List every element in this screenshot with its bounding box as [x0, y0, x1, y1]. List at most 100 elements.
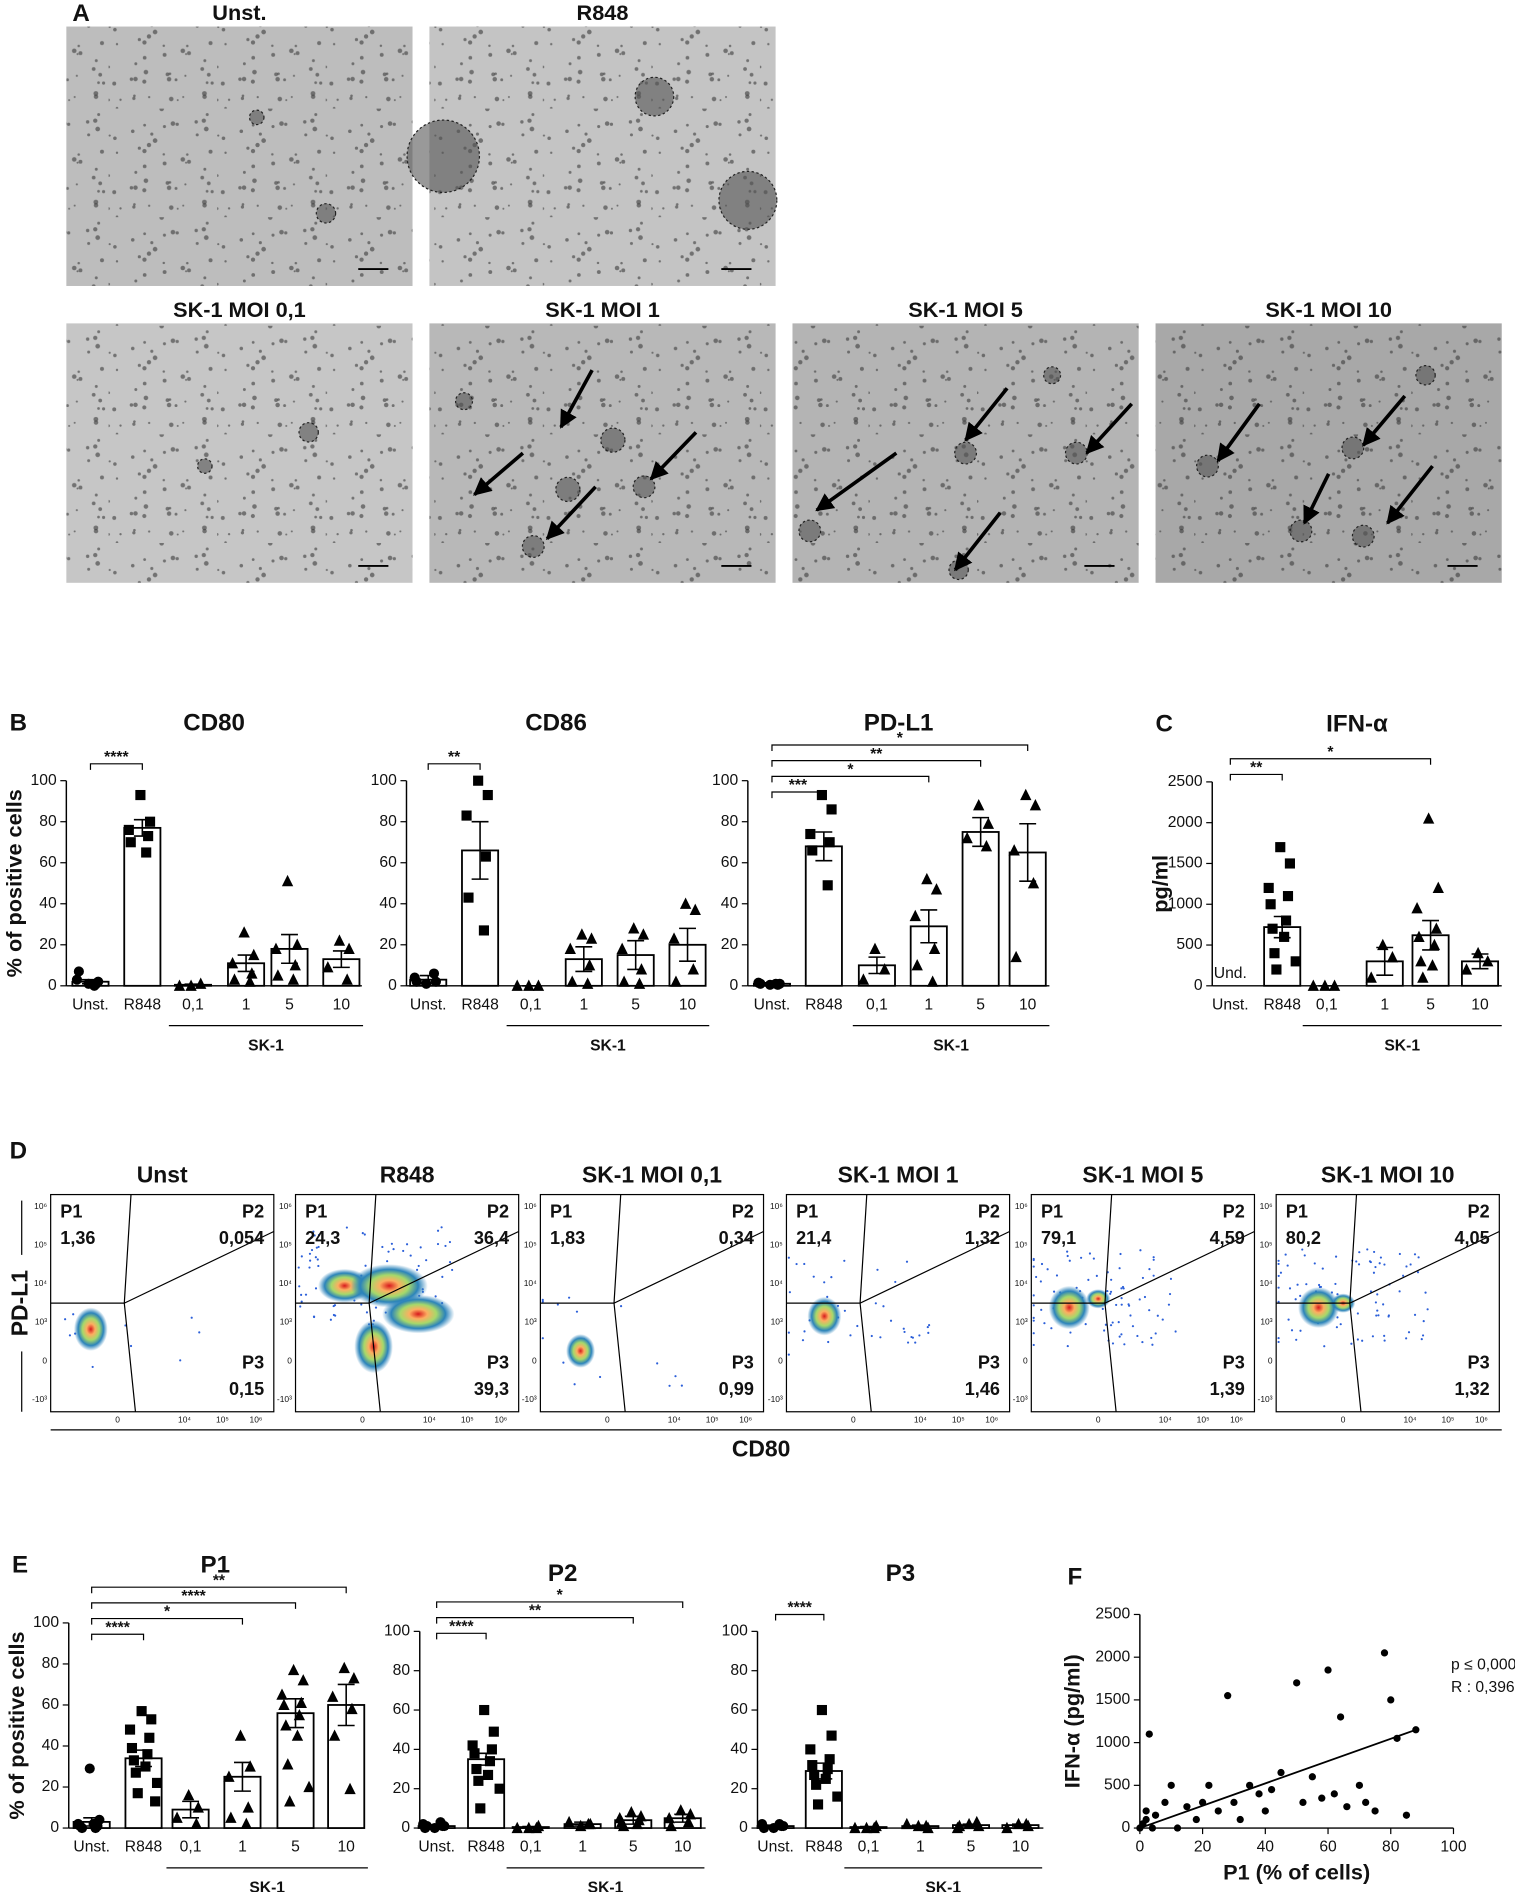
- event-dot: [541, 1300, 544, 1303]
- event-dot: [316, 1258, 319, 1261]
- data-point: [141, 847, 152, 858]
- data-point: [223, 1770, 235, 1782]
- y-axis-label: IFN-α (pg/ml): [1059, 1654, 1084, 1788]
- x-tick-label: Unst.: [410, 996, 447, 1013]
- significance-bracket: [436, 1632, 487, 1640]
- event-dot: [1122, 1287, 1125, 1290]
- event-dot: [1120, 1297, 1123, 1300]
- data-point: [143, 831, 154, 842]
- y-tick-label: 0: [50, 1819, 59, 1836]
- data-point: [322, 961, 334, 973]
- event-dot: [434, 1295, 437, 1298]
- flow-x-tick: 10⁵: [461, 1414, 474, 1424]
- data-point: [1377, 938, 1389, 951]
- data-point: [1275, 842, 1286, 853]
- event-dot: [448, 1261, 452, 1264]
- data-point: [1415, 955, 1427, 967]
- data-point: [142, 1749, 153, 1760]
- data-point: [328, 1729, 341, 1741]
- arrow: [1302, 473, 1331, 525]
- event-dot: [1120, 1303, 1123, 1306]
- flow-x-tick: 0: [115, 1414, 120, 1424]
- x-tick-label: 10: [1019, 996, 1037, 1013]
- event-dot: [1111, 1342, 1115, 1345]
- event-dot: [788, 1291, 791, 1294]
- y-tick-label: 60: [721, 854, 739, 871]
- data-point: [282, 1758, 294, 1770]
- event-dot: [843, 1259, 846, 1262]
- flow-title: SK-1 MOI 5: [1082, 1162, 1203, 1188]
- event-dot: [1387, 1315, 1390, 1318]
- flow-x-tick: 0: [360, 1414, 365, 1424]
- data-point: [479, 1704, 490, 1716]
- event-dot: [1382, 1303, 1385, 1306]
- data-point: [824, 1754, 835, 1765]
- y-tick-label: 80: [393, 1662, 411, 1679]
- event-dot: [1402, 1274, 1405, 1277]
- event-dot: [1398, 1290, 1401, 1293]
- data-point: [248, 948, 260, 961]
- data-point: [625, 1806, 637, 1818]
- event-dot: [787, 1331, 790, 1334]
- event-dot: [830, 1276, 833, 1279]
- data-point: [826, 1730, 837, 1741]
- y-tick-label: 20: [721, 936, 739, 953]
- event-dot: [334, 1314, 337, 1317]
- event-dot: [1143, 1295, 1147, 1299]
- data-point: [816, 789, 827, 801]
- cell-cluster: [298, 422, 319, 443]
- event-dot: [927, 1331, 930, 1334]
- data-point: [822, 1763, 833, 1775]
- x-tick-label: 0,1: [1316, 996, 1338, 1013]
- data-point: [523, 979, 535, 991]
- flow-x-tick: 0: [1096, 1414, 1101, 1424]
- data-point: [478, 925, 489, 936]
- event-dot: [568, 1296, 571, 1299]
- micrograph-title: R848: [577, 0, 629, 25]
- arrow: [964, 387, 1009, 442]
- event-dot: [1277, 1259, 1280, 1262]
- x-tick-label: 0,1: [858, 1838, 880, 1855]
- y-tick-label: 2000: [1095, 1648, 1130, 1665]
- group-label: SK-1: [933, 1037, 969, 1054]
- data-point: [1482, 955, 1494, 967]
- significance-bracket: [771, 791, 825, 799]
- data-point: [1430, 922, 1443, 934]
- event-dot: [1371, 1335, 1374, 1338]
- micrograph-texture: [66, 26, 413, 286]
- data-point: [327, 1690, 339, 1702]
- data-point: [566, 975, 578, 987]
- density-cloud: [807, 1296, 842, 1336]
- event-dot: [1167, 1303, 1171, 1306]
- event-dot: [190, 1316, 193, 1319]
- data-point: [280, 1719, 292, 1731]
- bar: [804, 845, 843, 987]
- event-dot: [1366, 1248, 1369, 1251]
- significance-label: **: [870, 746, 883, 763]
- data-point: [287, 973, 300, 985]
- data-point: [130, 1767, 141, 1778]
- event-dot: [1168, 1292, 1172, 1296]
- event-dot: [1313, 1262, 1316, 1265]
- event-dot: [1378, 1262, 1381, 1265]
- x-tick-label: R848: [1263, 996, 1301, 1013]
- flow-y-tick: 0: [1268, 1355, 1273, 1365]
- event-dot: [1066, 1345, 1069, 1348]
- data-point: [576, 928, 588, 940]
- data-point: [973, 799, 985, 811]
- event-dot: [1284, 1253, 1287, 1256]
- data-point: [1167, 1781, 1175, 1789]
- bar: [276, 1712, 315, 1829]
- data-point: [228, 973, 241, 985]
- y-tick-label: 2000: [1168, 814, 1203, 831]
- event-dot: [1032, 1258, 1035, 1262]
- event-dot: [374, 1306, 378, 1309]
- flow-y-tick: -10³: [1258, 1394, 1273, 1404]
- event-dot: [823, 1281, 826, 1284]
- data-point: [195, 977, 207, 989]
- y-tick-label: 2500: [1095, 1606, 1130, 1623]
- data-point: [126, 1742, 138, 1754]
- cell-cluster: [555, 476, 581, 503]
- data-point: [689, 903, 701, 915]
- event-dot: [879, 1336, 882, 1339]
